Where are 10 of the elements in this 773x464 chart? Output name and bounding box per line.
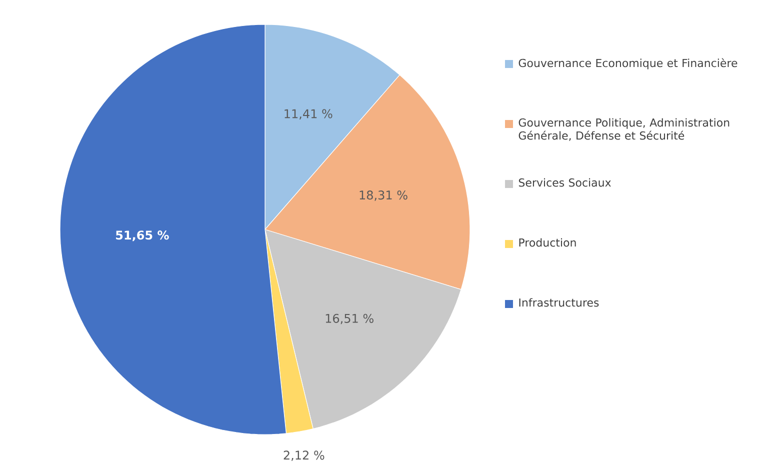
data-label: 11,41 % bbox=[284, 109, 332, 120]
legend-label: Gouvernance Politique, Administration Générale, Défense et Sécurité bbox=[518, 118, 730, 141]
data-label: 16,51 % bbox=[326, 314, 374, 324]
legend-label: Gouvernance Economique et Financière bbox=[518, 58, 738, 70]
data-label: 2,12 % bbox=[284, 450, 324, 461]
legend-label: Services Sociaux bbox=[518, 178, 611, 187]
data-label: 18,31 % bbox=[360, 190, 408, 201]
data-label: 51,65 % bbox=[116, 230, 169, 242]
legend-label: Infrastructures bbox=[519, 298, 599, 307]
legend-label: Production bbox=[519, 238, 576, 247]
